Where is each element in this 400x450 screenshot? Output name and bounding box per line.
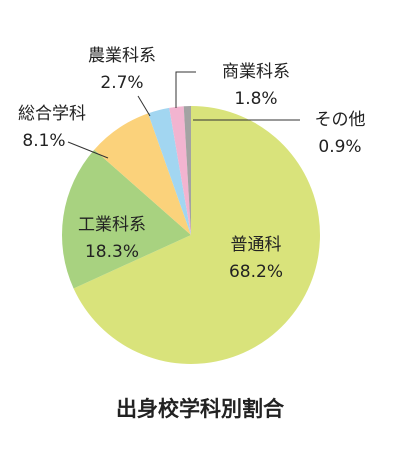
pie-slice (148, 107, 191, 235)
value-label: 68.2% (229, 262, 283, 282)
slice-label: 農業科系 (88, 46, 156, 66)
pie-slice (183, 106, 191, 235)
value-label: 8.1% (22, 131, 65, 151)
pie (62, 106, 320, 364)
slice-label: 商業科系 (222, 62, 290, 82)
pie-slice (94, 113, 191, 235)
chart-title: 出身校学科別割合 (116, 397, 285, 421)
leader-line (67, 141, 109, 159)
pie-slice (73, 106, 320, 364)
value-label: 18.3% (85, 242, 139, 262)
value-label: 2.7% (100, 73, 143, 93)
leader-line (175, 71, 196, 108)
slice-label: 工業科系 (78, 215, 146, 235)
slice-label: その他 (315, 110, 366, 130)
slice-label: 総合学科 (18, 104, 86, 124)
pie-slice (62, 149, 191, 289)
value-label: 1.8% (234, 89, 277, 109)
leader-line (137, 95, 151, 117)
slice-label: 普通科 (231, 235, 282, 255)
pie-slice (169, 106, 191, 235)
value-label: 0.9% (318, 137, 361, 157)
